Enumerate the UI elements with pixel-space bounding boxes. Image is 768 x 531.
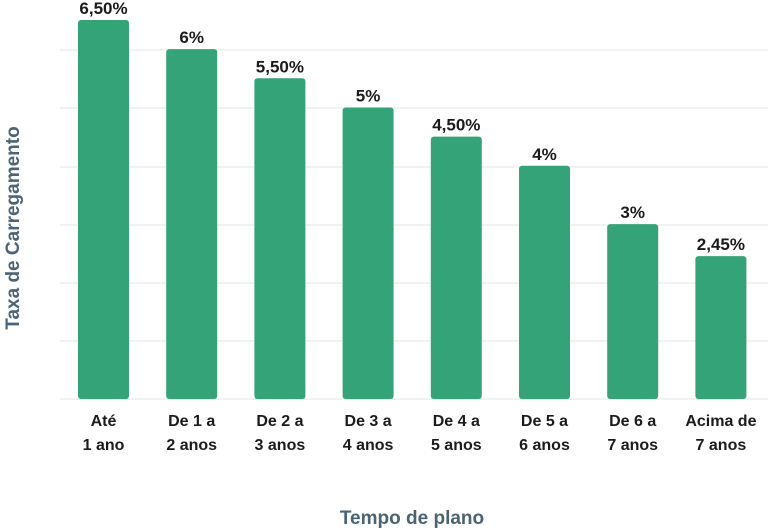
x-tick-label: De 4 a [433,413,480,430]
x-tick-label: De 2 a [256,413,303,430]
data-label: 4% [532,145,557,164]
data-label: 5,50% [256,57,304,76]
bar [430,136,482,399]
bars [78,20,747,400]
x-tick-label: De 3 a [345,413,392,430]
x-tick-label: 2 anos [166,437,217,454]
bar [78,20,129,399]
bar [254,78,306,400]
data-label: 6% [179,28,204,47]
x-tick-label: De 6 a [609,413,656,430]
value-labels: 6,50% 6% 5,50% 5% 4,50% 4% 3% 2,45% [79,0,745,254]
data-label: 4,50% [432,116,480,135]
data-label: 6,50% [79,0,127,18]
data-label: 5% [356,86,381,105]
x-tick-label: 3 anos [255,437,306,454]
bar [607,224,659,399]
x-tick-label: 7 anos [696,437,747,454]
x-tick-label: 4 anos [343,437,394,454]
x-tick-label: Até [91,413,117,430]
x-tick-label: 7 anos [607,437,658,454]
data-label: 2,45% [697,235,745,254]
bar [519,165,570,399]
x-tick-label: De 1 a [168,413,215,430]
x-tick-label: 1 ano [83,437,125,454]
x-tick-label: 5 anos [431,437,482,454]
bar [166,49,218,400]
x-tick-label: De 5 a [521,413,568,430]
bar [342,107,394,399]
y-axis-title: Taxa de Carregamento [3,126,24,329]
x-tick-label: 6 anos [519,437,570,454]
data-label: 3% [620,203,645,222]
x-tick-label: Acima de [685,413,756,430]
category-tick-labels: Até 1 ano De 1 a 2 anos De 2 a 3 anos De 3 a 4 … [83,413,757,454]
bar [695,256,747,399]
x-axis-title: Tempo de plano [340,508,484,529]
